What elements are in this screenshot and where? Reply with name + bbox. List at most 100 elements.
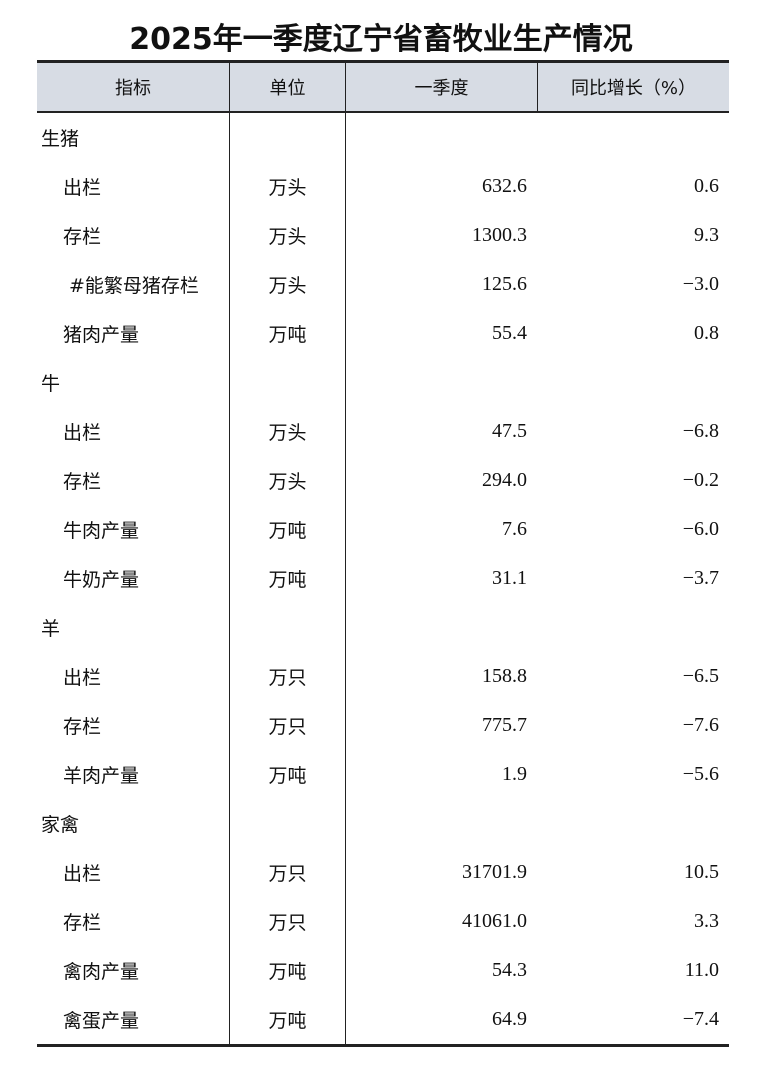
q1-value-cell: 294.0	[345, 456, 537, 505]
yoy-change-cell: 11.0	[684, 959, 719, 981]
indicator-cell: 出栏	[63, 667, 102, 689]
indicator-cell: 出栏	[63, 863, 102, 885]
q1-value-cell: 47.5	[345, 407, 537, 456]
q1-value-cell: 125.6	[345, 260, 537, 309]
unit-cell: 万只	[229, 652, 345, 701]
indicator-cell: 存栏	[63, 716, 102, 738]
unit-cell	[229, 603, 345, 652]
header-q1: 一季度	[345, 63, 537, 111]
header-yoy-growth: 同比增长（%）	[537, 63, 729, 111]
table-row: 存栏 万头 1300.3 9.3	[37, 211, 729, 260]
indicator-cell: 出栏	[63, 177, 102, 199]
indicator-cell: 出栏	[63, 422, 102, 444]
yoy-change-cell: −6.8	[682, 420, 719, 442]
table-row: 出栏 万头 47.5 −6.8	[37, 407, 729, 456]
header-indicator: 指标	[115, 78, 151, 99]
unit-cell: 万吨	[229, 554, 345, 603]
table-row: 存栏 万只 775.7 −7.6	[37, 701, 729, 750]
yoy-change-cell: −7.4	[682, 1008, 719, 1030]
category-row: 羊	[37, 603, 729, 652]
unit-cell	[229, 113, 345, 162]
indicator-cell: 存栏	[63, 226, 102, 248]
unit-cell: 万只	[229, 848, 345, 897]
table-row: 出栏 万头 632.6 0.6	[37, 162, 729, 211]
header-unit: 单位	[229, 63, 345, 111]
yoy-change-cell: −3.7	[682, 567, 719, 589]
q1-value-cell	[345, 799, 537, 848]
q1-value-cell: 1.9	[345, 750, 537, 799]
page-title: 2025年一季度辽宁省畜牧业生产情况	[129, 22, 633, 57]
q1-value-cell: 54.3	[345, 946, 537, 995]
unit-cell: 万吨	[229, 750, 345, 799]
table-row: 存栏 万头 294.0 −0.2	[37, 456, 729, 505]
table-row: 存栏 万只 41061.0 3.3	[37, 897, 729, 946]
unit-cell: 万吨	[229, 309, 345, 358]
yoy-change-cell: 9.3	[694, 224, 719, 246]
table-row: 禽蛋产量 万吨 64.9 −7.4	[37, 995, 729, 1044]
unit-cell: 万吨	[229, 995, 345, 1044]
indicator-cell: 禽蛋产量	[63, 1010, 140, 1032]
yoy-change-cell	[537, 358, 729, 407]
table-body: 生猪 出栏 万头 632.6 0.6 存栏 万头 1300.3 9.3 #能繁母猪存栏 万头 125.…	[37, 113, 729, 1047]
category-row: 生猪	[37, 113, 729, 162]
table-row: 出栏 万只 31701.9 10.5	[37, 848, 729, 897]
q1-value-cell	[345, 603, 537, 652]
yoy-change-cell: −7.6	[682, 714, 719, 736]
indicator-cell: 羊	[41, 618, 61, 640]
yoy-change-cell: 0.8	[694, 322, 719, 344]
yoy-change-cell	[537, 113, 729, 162]
indicator-cell: 存栏	[63, 912, 102, 934]
indicator-cell: 牛奶产量	[63, 569, 140, 591]
unit-cell: 万头	[229, 456, 345, 505]
table-row: #能繁母猪存栏 万头 125.6 −3.0	[37, 260, 729, 309]
table-row: 禽肉产量 万吨 54.3 11.0	[37, 946, 729, 995]
yoy-change-cell: 10.5	[684, 861, 719, 883]
table-row: 羊肉产量 万吨 1.9 −5.6	[37, 750, 729, 799]
table-row: 出栏 万只 158.8 −6.5	[37, 652, 729, 701]
q1-value-cell: 41061.0	[345, 897, 537, 946]
q1-value-cell	[345, 113, 537, 162]
indicator-cell: 家禽	[41, 814, 80, 836]
q1-value-cell	[345, 358, 537, 407]
unit-cell: 万头	[229, 162, 345, 211]
unit-cell	[229, 358, 345, 407]
q1-value-cell: 1300.3	[345, 211, 537, 260]
indicator-cell: 禽肉产量	[63, 961, 140, 983]
q1-value-cell: 632.6	[345, 162, 537, 211]
yoy-change-cell: −6.0	[682, 518, 719, 540]
yoy-change-cell: 3.3	[694, 910, 719, 932]
yoy-change-cell: −5.6	[682, 763, 719, 785]
indicator-cell: 猪肉产量	[63, 324, 140, 346]
q1-value-cell: 31.1	[345, 554, 537, 603]
indicator-cell: 牛	[41, 373, 61, 395]
unit-cell: 万吨	[229, 946, 345, 995]
unit-cell: 万头	[229, 211, 345, 260]
category-row: 牛	[37, 358, 729, 407]
q1-value-cell: 31701.9	[345, 848, 537, 897]
q1-value-cell: 7.6	[345, 505, 537, 554]
indicator-cell: 存栏	[63, 471, 102, 493]
unit-cell: 万头	[229, 260, 345, 309]
yoy-change-cell	[537, 799, 729, 848]
q1-value-cell: 64.9	[345, 995, 537, 1044]
unit-cell: 万吨	[229, 505, 345, 554]
unit-cell: 万只	[229, 701, 345, 750]
livestock-table: 指标 单位 一季度 同比增长（%） 生猪 出栏 万头 632.6 0.6 存栏 万头 1300…	[37, 60, 729, 1047]
unit-cell: 万头	[229, 407, 345, 456]
yoy-change-cell	[537, 603, 729, 652]
q1-value-cell: 55.4	[345, 309, 537, 358]
indicator-cell: 牛肉产量	[63, 520, 140, 542]
table-row: 牛肉产量 万吨 7.6 −6.0	[37, 505, 729, 554]
q1-value-cell: 158.8	[345, 652, 537, 701]
unit-cell	[229, 799, 345, 848]
category-row: 家禽	[37, 799, 729, 848]
table-row: 猪肉产量 万吨 55.4 0.8	[37, 309, 729, 358]
yoy-change-cell: −0.2	[682, 469, 719, 491]
yoy-change-cell: 0.6	[694, 175, 719, 197]
q1-value-cell: 775.7	[345, 701, 537, 750]
indicator-cell: 羊肉产量	[63, 765, 140, 787]
table-row: 牛奶产量 万吨 31.1 −3.7	[37, 554, 729, 603]
unit-cell: 万只	[229, 897, 345, 946]
indicator-cell: #能繁母猪存栏	[69, 275, 199, 297]
yoy-change-cell: −3.0	[682, 273, 719, 295]
